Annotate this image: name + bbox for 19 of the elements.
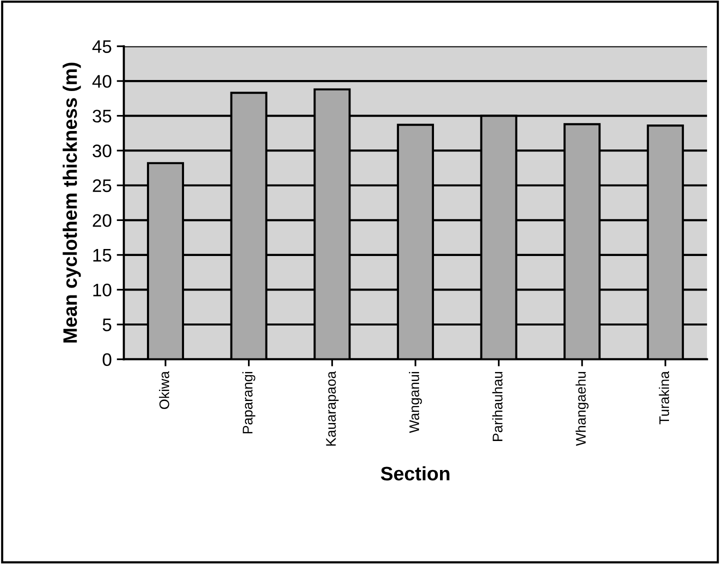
x-tick-label: Turakina	[658, 371, 670, 424]
x-tick-label: Paparangi	[242, 372, 256, 434]
x-tick-label: Wanganui	[408, 372, 422, 434]
y-tick-label: 40	[92, 74, 112, 88]
y-tick-label: 5	[102, 318, 112, 332]
x-tick-label: Parihauhau	[492, 372, 502, 441]
y-tick-label: 10	[93, 284, 112, 296]
y-tick-label: 45	[92, 40, 112, 53]
x-tick-label: Kauarapaoa	[326, 371, 339, 446]
y-tick-label: 30	[92, 144, 112, 158]
y-tick-label: 20	[92, 214, 112, 227]
y-tick-label: 15	[93, 249, 112, 262]
y-tick-label: 35	[92, 110, 112, 123]
y-axis-title: Mean cyclothem thickness (m)	[62, 62, 81, 342]
x-tick-label: Whangaehu	[576, 372, 589, 446]
y-tick-label: 0	[102, 353, 112, 366]
x-tick-label: Okiwa	[159, 371, 170, 410]
y-tick-label: 25	[92, 179, 112, 192]
x-axis-title: Section	[380, 466, 450, 480]
